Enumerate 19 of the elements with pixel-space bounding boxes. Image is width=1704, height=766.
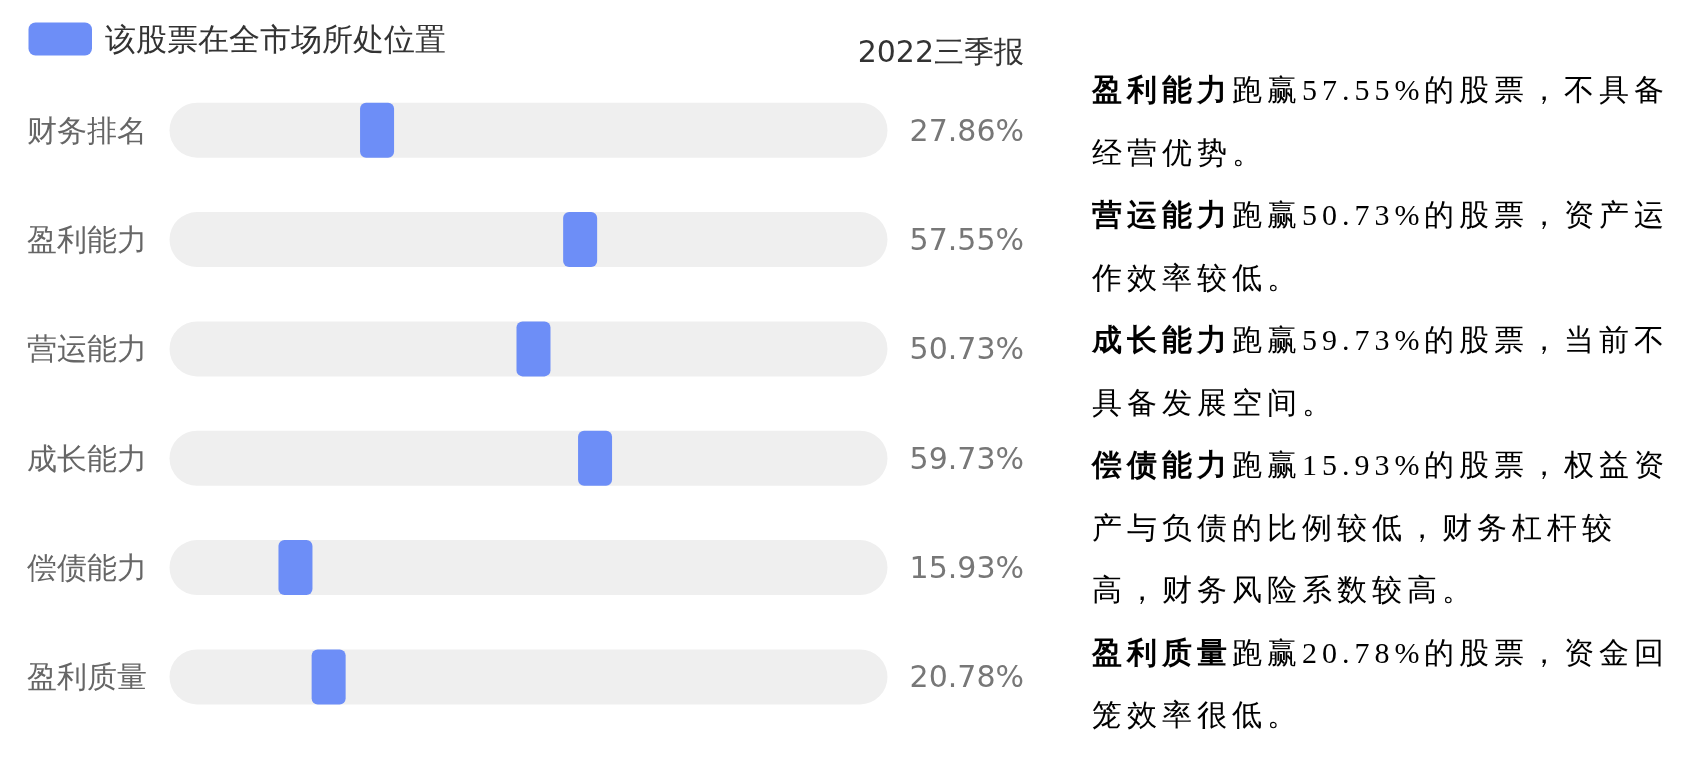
category-label: 营运能力 xyxy=(27,331,147,367)
data-label: 15.93% xyxy=(909,550,1024,586)
category-label: 盈利能力 xyxy=(27,222,147,258)
category-label: 成长能力 xyxy=(27,440,147,476)
text: 成长能力跑赢59.73%的股票，当前不具备发展空间。 xyxy=(1092,322,1671,421)
text: 盈利质量跑赢20.78%的股票，资金回笼效率很低。 xyxy=(1092,634,1671,733)
category-label: 盈利质量 xyxy=(27,659,147,695)
category-label: 财务排名 xyxy=(27,112,147,148)
data-label: 27.86% xyxy=(909,112,1024,148)
data-label: 20.78% xyxy=(909,659,1024,695)
text: 营运能力跑赢50.73%的股票，资产运作效率较低。 xyxy=(1092,197,1671,296)
data-label: 57.55% xyxy=(909,222,1024,258)
data-label: 59.73% xyxy=(909,440,1024,476)
text: 2022三季报 xyxy=(857,33,1024,69)
text: 偿债能力跑赢15.93%的股票，权益资产与负债的比例较低，财务杠杆较高，财务风险系数较高。 xyxy=(1092,447,1671,608)
data-label: 50.73% xyxy=(909,331,1024,367)
category-label: 偿债能力 xyxy=(27,550,147,586)
legend-label: 该股票在全市场所处位置 xyxy=(104,20,446,57)
text: 盈利能力跑赢57.55%的股票，不具备经营优势。 xyxy=(1092,72,1671,171)
